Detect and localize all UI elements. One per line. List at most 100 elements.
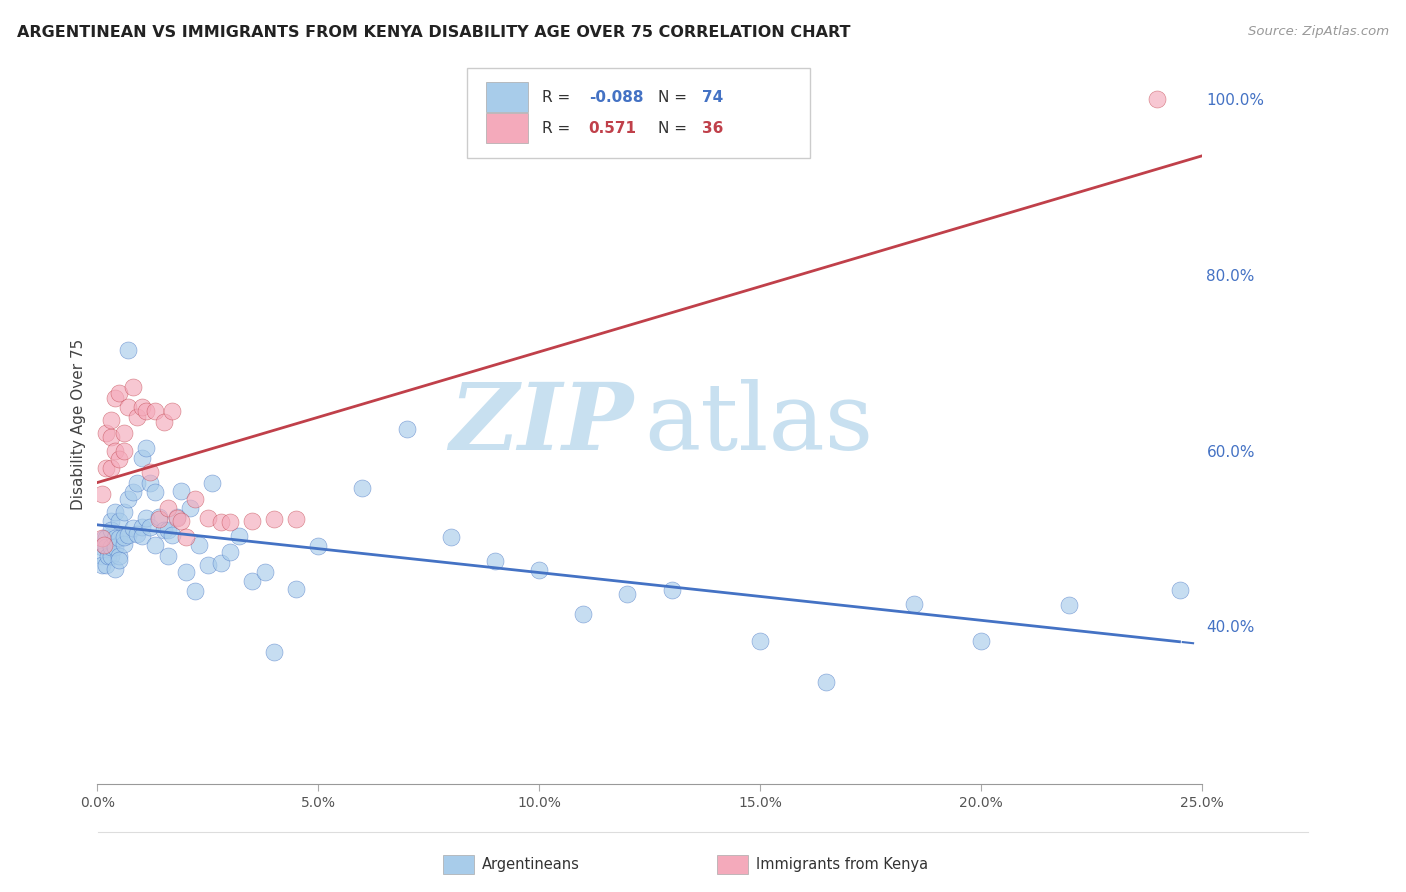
Point bbox=[162, 528, 184, 542]
Point bbox=[90, 549, 112, 563]
Point bbox=[135, 511, 157, 525]
Point bbox=[93, 532, 115, 546]
Point bbox=[117, 400, 139, 414]
Point bbox=[121, 484, 143, 499]
Point bbox=[183, 491, 205, 506]
Point bbox=[527, 563, 550, 577]
Point bbox=[174, 530, 197, 544]
Point bbox=[170, 514, 193, 528]
Text: R =: R = bbox=[543, 120, 571, 136]
Point bbox=[661, 583, 683, 598]
Point bbox=[104, 532, 127, 546]
Text: Immigrants from Kenya: Immigrants from Kenya bbox=[756, 857, 928, 871]
Point bbox=[108, 514, 131, 528]
Point bbox=[228, 529, 250, 543]
Point bbox=[121, 380, 143, 394]
Point bbox=[96, 425, 118, 440]
Text: Argentineans: Argentineans bbox=[482, 857, 581, 871]
Point bbox=[209, 515, 232, 529]
Point bbox=[135, 441, 157, 455]
Point bbox=[616, 587, 638, 601]
Point bbox=[108, 549, 131, 563]
Point bbox=[108, 386, 131, 401]
Point bbox=[174, 565, 197, 579]
Point bbox=[166, 510, 188, 524]
Point bbox=[90, 558, 112, 572]
Point bbox=[148, 510, 170, 524]
Point bbox=[166, 511, 188, 525]
Point bbox=[263, 512, 285, 526]
Point bbox=[127, 410, 149, 425]
Point bbox=[201, 476, 224, 491]
Point bbox=[139, 466, 162, 480]
Point bbox=[127, 527, 149, 541]
Point bbox=[112, 505, 135, 519]
Point bbox=[285, 512, 308, 526]
Point bbox=[117, 528, 139, 542]
Point bbox=[104, 391, 127, 405]
Point bbox=[183, 584, 205, 599]
Point bbox=[218, 515, 240, 529]
Point bbox=[572, 607, 595, 621]
Point bbox=[152, 416, 174, 430]
Point bbox=[187, 538, 209, 552]
Point bbox=[162, 404, 184, 418]
Point bbox=[131, 529, 153, 543]
FancyBboxPatch shape bbox=[467, 68, 810, 158]
Point bbox=[93, 538, 115, 552]
Point bbox=[96, 540, 118, 554]
Point bbox=[112, 425, 135, 440]
Point bbox=[108, 553, 131, 567]
Point bbox=[127, 476, 149, 491]
Point bbox=[157, 523, 180, 537]
Text: 36: 36 bbox=[703, 120, 724, 136]
Point bbox=[815, 675, 838, 690]
Point bbox=[121, 521, 143, 535]
Point bbox=[484, 554, 506, 568]
Point bbox=[100, 413, 122, 427]
Text: atlas: atlas bbox=[644, 379, 873, 469]
Point bbox=[135, 404, 157, 418]
Point bbox=[117, 491, 139, 506]
Point bbox=[148, 512, 170, 526]
Point bbox=[96, 558, 118, 572]
Point bbox=[903, 597, 925, 611]
Point bbox=[100, 430, 122, 444]
Point bbox=[97, 549, 120, 563]
Text: 74: 74 bbox=[703, 90, 724, 104]
Point bbox=[218, 545, 240, 559]
Point bbox=[143, 537, 166, 551]
Point bbox=[170, 483, 193, 498]
Text: R =: R = bbox=[543, 90, 571, 104]
Y-axis label: Disability Age Over 75: Disability Age Over 75 bbox=[72, 339, 86, 510]
Point bbox=[240, 574, 263, 589]
Text: N =: N = bbox=[658, 90, 688, 104]
Point bbox=[1168, 583, 1191, 598]
Point bbox=[209, 556, 232, 570]
Point bbox=[104, 562, 127, 576]
Point bbox=[143, 484, 166, 499]
Point bbox=[1146, 92, 1168, 106]
Point bbox=[104, 505, 127, 519]
Point bbox=[970, 634, 993, 648]
Point bbox=[100, 461, 122, 475]
Point bbox=[108, 452, 131, 467]
Point bbox=[90, 540, 112, 554]
Point bbox=[104, 443, 127, 458]
Point bbox=[100, 514, 122, 528]
Text: -0.088: -0.088 bbox=[589, 90, 643, 104]
Point bbox=[131, 400, 153, 414]
Point bbox=[131, 520, 153, 534]
Point bbox=[143, 404, 166, 418]
Point bbox=[139, 476, 162, 491]
Point bbox=[104, 540, 127, 554]
Point bbox=[748, 634, 770, 648]
Point bbox=[100, 523, 122, 537]
FancyBboxPatch shape bbox=[486, 82, 529, 112]
Point bbox=[1057, 598, 1080, 612]
Point bbox=[131, 450, 153, 465]
Text: 0.571: 0.571 bbox=[589, 120, 637, 136]
Point bbox=[157, 501, 180, 516]
Point bbox=[100, 549, 122, 563]
Point bbox=[112, 536, 135, 550]
